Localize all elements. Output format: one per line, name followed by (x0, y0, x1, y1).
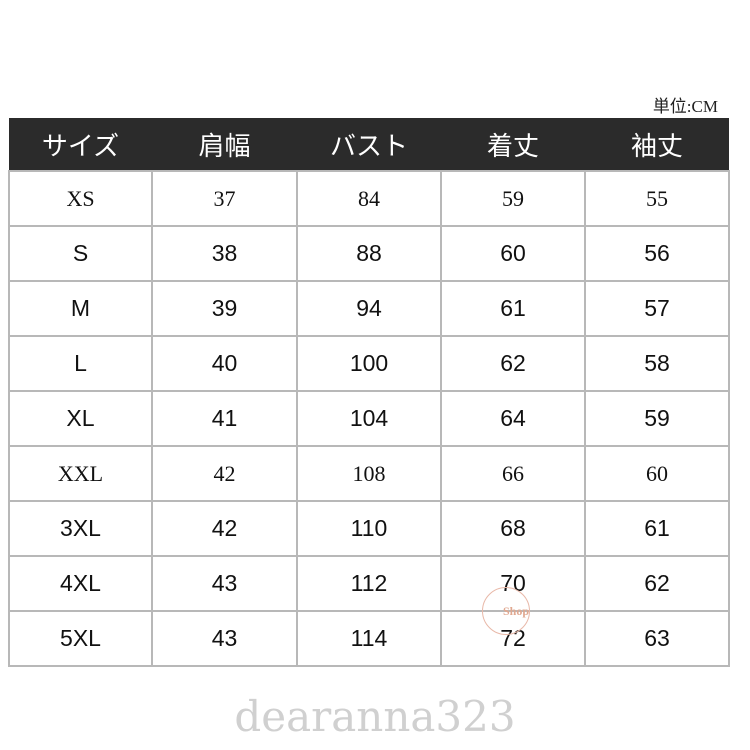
measurement-cell: 58 (584, 335, 730, 392)
measurement-cell: 43 (151, 610, 298, 667)
table-row: XL 41 104 64 59 (8, 390, 730, 447)
measurement-cell: 94 (296, 280, 442, 337)
header-row: サイズ 肩幅 バスト 着丈 袖丈 (9, 118, 729, 171)
measurement-cell: 59 (440, 170, 586, 227)
table-row: L 40 100 62 58 (8, 335, 730, 392)
measurement-cell: 112 (296, 555, 442, 612)
measurement-cell: 68 (440, 500, 586, 557)
measurement-cell: 42 (151, 445, 298, 502)
size-chart-table: サイズ 肩幅 バスト 着丈 袖丈 XS 37 84 59 55 S 38 88 60 56 M 39 94 61 5… (8, 118, 730, 667)
size-cell: M (8, 280, 153, 337)
size-cell: 4XL (8, 555, 153, 612)
measurement-cell: 42 (151, 500, 298, 557)
shop-stamp-logo: Shop (482, 587, 530, 635)
size-cell: S (8, 225, 153, 282)
measurement-cell: 57 (584, 280, 730, 337)
measurement-cell: 40 (151, 335, 298, 392)
measurement-cell: 37 (151, 170, 298, 227)
size-cell: L (8, 335, 153, 392)
measurement-cell: 39 (151, 280, 298, 337)
measurement-cell: 61 (584, 500, 730, 557)
measurement-cell: 114 (296, 610, 442, 667)
measurement-cell: 110 (296, 500, 442, 557)
size-cell: 5XL (8, 610, 153, 667)
measurement-cell: 60 (440, 225, 586, 282)
watermark: dearanna323 (234, 692, 516, 741)
measurement-cell: 61 (440, 280, 586, 337)
measurement-cell: 66 (440, 445, 586, 502)
column-header: バスト (297, 118, 441, 171)
column-header: 袖丈 (585, 118, 729, 171)
measurement-cell: 64 (440, 390, 586, 447)
table-row: XS 37 84 59 55 (8, 170, 730, 227)
measurement-cell: 104 (296, 390, 442, 447)
measurement-cell: 84 (296, 170, 442, 227)
measurement-cell: 59 (584, 390, 730, 447)
size-cell: XS (8, 170, 153, 227)
table-row: M 39 94 61 57 (8, 280, 730, 337)
measurement-cell: 38 (151, 225, 298, 282)
column-header: 着丈 (441, 118, 585, 171)
measurement-cell: 63 (584, 610, 730, 667)
measurement-cell: 43 (151, 555, 298, 612)
measurement-cell: 41 (151, 390, 298, 447)
table-row: 3XL 42 110 68 61 (8, 500, 730, 557)
size-cell: XL (8, 390, 153, 447)
measurement-cell: 88 (296, 225, 442, 282)
column-header: サイズ (9, 118, 152, 171)
measurement-cell: 100 (296, 335, 442, 392)
measurement-cell: 62 (584, 555, 730, 612)
table-row: 4XL 43 112 70 62 (8, 555, 730, 612)
table-row: XXL 42 108 66 60 (8, 445, 730, 502)
table-row: 5XL 43 114 72 63 (8, 610, 730, 667)
measurement-cell: 55 (584, 170, 730, 227)
unit-label: 単位:CM (652, 97, 718, 116)
measurement-cell: 60 (584, 445, 730, 502)
size-cell: XXL (8, 445, 153, 502)
measurement-cell: 56 (584, 225, 730, 282)
measurement-cell: 108 (296, 445, 442, 502)
measurement-cell: 62 (440, 335, 586, 392)
table-row: S 38 88 60 56 (8, 225, 730, 282)
column-header: 肩幅 (152, 118, 297, 171)
size-cell: 3XL (8, 500, 153, 557)
stamp-text: Shop (502, 604, 529, 618)
